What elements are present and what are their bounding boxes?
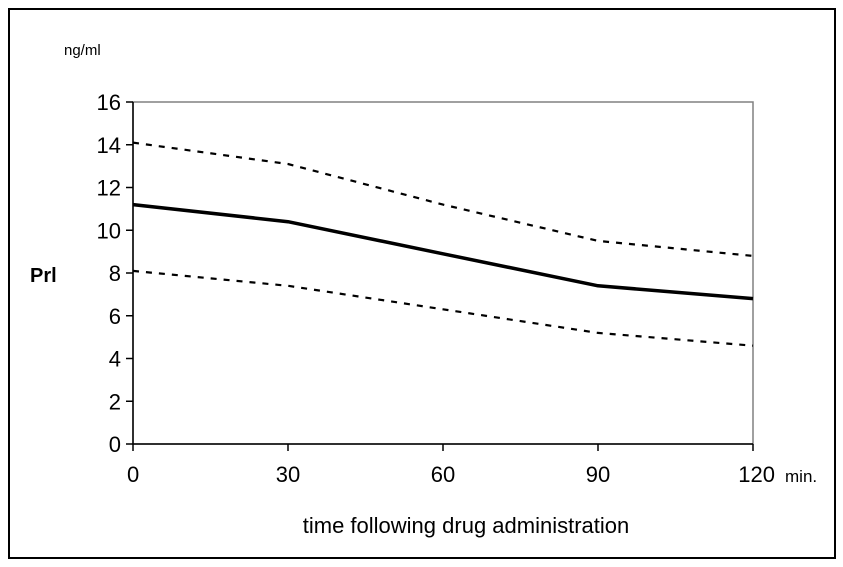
series-line-dashed: [132, 269, 754, 347]
y-tick-label: 16: [97, 90, 121, 115]
series-line-dashed: [132, 141, 754, 257]
y-tick-label: 2: [109, 389, 121, 414]
y-tick-label: 12: [97, 176, 121, 201]
series-line-solid: [132, 202, 754, 301]
x-tick-label: 90: [586, 462, 610, 487]
series-layer: [132, 141, 754, 347]
y-tick-label: 4: [109, 347, 121, 372]
x-axis-ticks: 0 30 60 90 120: [127, 444, 775, 487]
x-axis-title: time following drug administration: [303, 513, 630, 538]
y-tick-label: 14: [97, 133, 121, 158]
x-tick-label: 30: [276, 462, 300, 487]
y-tick-label: 0: [109, 432, 121, 457]
y-axis-title: Prl: [30, 265, 57, 287]
y-axis-ticks: 0 2 4 6 8 10 12 14 16: [97, 90, 133, 457]
y-tick-label: 10: [97, 218, 121, 243]
x-tick-label: 0: [127, 462, 139, 487]
y-tick-label: 6: [109, 304, 121, 329]
plot-area: [132, 101, 754, 445]
y-tick-label: 8: [109, 261, 121, 286]
y-axis-unit: ng/ml: [64, 42, 101, 59]
x-tick-label: 60: [431, 462, 455, 487]
x-tick-label: 120: [738, 462, 775, 487]
x-axis-unit: min.: [785, 467, 817, 486]
